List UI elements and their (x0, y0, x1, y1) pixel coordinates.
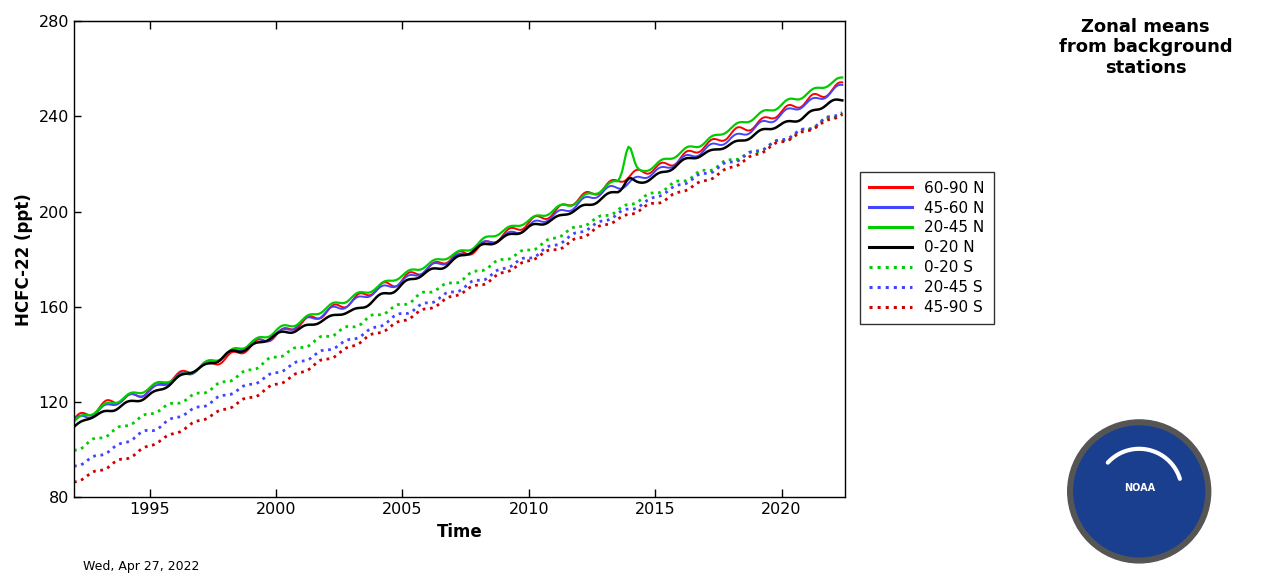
X-axis label: Time: Time (436, 523, 483, 541)
Circle shape (1068, 420, 1211, 563)
Y-axis label: HCFC-22 (ppt): HCFC-22 (ppt) (15, 193, 33, 325)
Circle shape (1074, 426, 1204, 557)
Text: NOAA: NOAA (1124, 483, 1155, 493)
Text: Wed, Apr 27, 2022: Wed, Apr 27, 2022 (83, 560, 200, 573)
Text: Zonal means
from background
stations: Zonal means from background stations (1059, 18, 1233, 77)
Legend: 60-90 N, 45-60 N, 20-45 N, 0-20 N, 0-20 S, 20-45 S, 45-90 S: 60-90 N, 45-60 N, 20-45 N, 0-20 N, 0-20 … (860, 171, 995, 324)
